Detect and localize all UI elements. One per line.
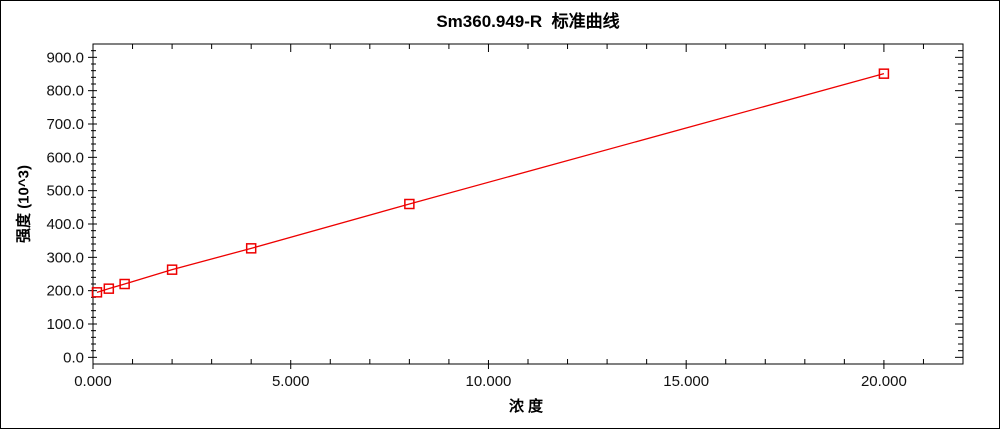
chart-title: Sm360.949-R 标准曲线	[436, 12, 620, 31]
x-tick-label: 10.000	[466, 373, 512, 390]
x-tick-label: 0.000	[74, 373, 112, 390]
x-tick-label: 15.000	[663, 373, 709, 390]
curve-line	[96, 73, 885, 293]
y-tick-label: 900.0	[46, 49, 84, 66]
plot-border	[92, 43, 964, 365]
y-tick-label: 400.0	[46, 216, 84, 233]
y-tick-label: 0.0	[63, 349, 84, 366]
data-point-marker	[245, 243, 257, 254]
data-point-marker	[878, 68, 890, 79]
x-axis-title: 浓度	[508, 398, 547, 415]
data-point-marker	[91, 287, 103, 298]
y-tick-label: 200.0	[46, 283, 84, 300]
y-tick-label: 100.0	[46, 316, 84, 333]
y-tick-label: 800.0	[46, 83, 84, 100]
data-point-marker	[166, 264, 178, 275]
y-tick-label: 600.0	[46, 149, 84, 166]
x-tick-label: 5.000	[272, 373, 310, 390]
x-tick-label: 20.000	[861, 373, 907, 390]
data-point-marker	[103, 283, 115, 294]
data-point-marker	[404, 198, 415, 210]
y-tick-label: 700.0	[46, 116, 84, 133]
y-tick-label: 300.0	[46, 249, 84, 266]
y-tick-label: 500.0	[46, 183, 84, 200]
data-point-marker	[119, 278, 130, 290]
